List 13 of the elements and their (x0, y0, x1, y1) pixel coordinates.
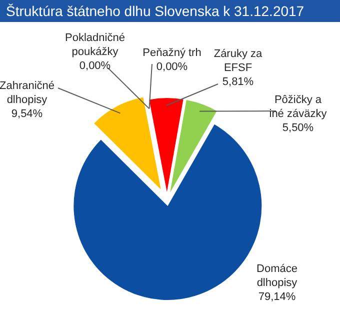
data-label: 5,50% (282, 122, 314, 134)
slice-label: Domáce dlhopisy (256, 263, 298, 289)
text: 0,00% (79, 60, 111, 72)
slice-label: Pôžičky a iné záväzky (269, 94, 328, 120)
data-label: 5,81% (222, 76, 254, 88)
data-label: 9,54% (11, 108, 43, 120)
category-label: Peňažný trh (142, 47, 202, 59)
data-label: 79,14% (258, 291, 296, 303)
category-label: Pokladničné poukážky (65, 32, 125, 58)
slice-label: Zahraničné dlhopisy (0, 80, 55, 106)
text: 0,00% (156, 61, 188, 73)
chart-title: Štruktúra štátneho dlhu Slovenska k 31.12.2017 (6, 3, 304, 19)
slice-label: Záruky za EFSF (214, 48, 264, 74)
